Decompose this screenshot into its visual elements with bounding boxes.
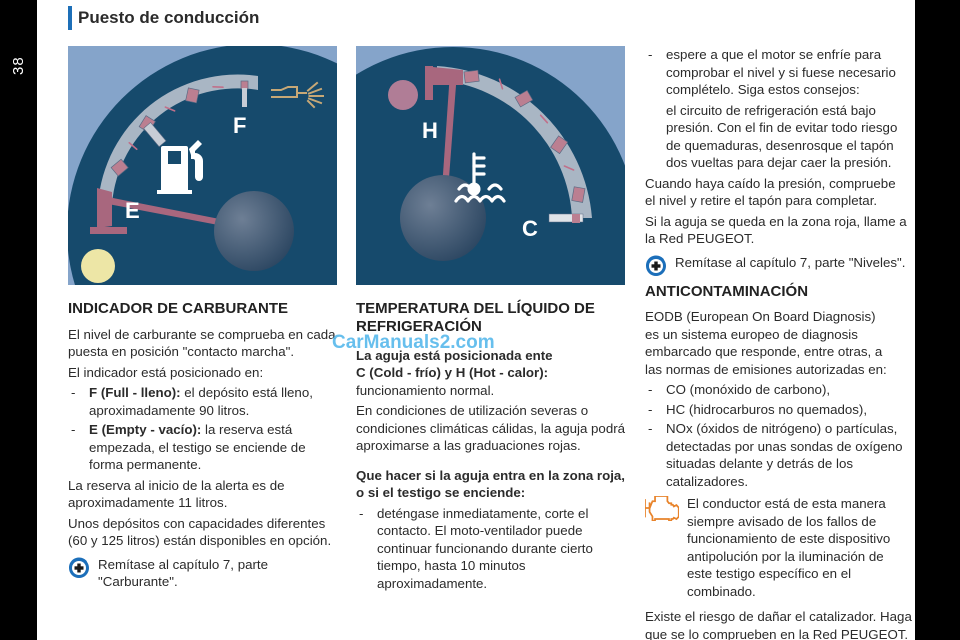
svg-text:C: C xyxy=(522,216,538,241)
svg-text:F: F xyxy=(233,113,246,138)
svg-text:H: H xyxy=(422,118,438,143)
svg-text:E: E xyxy=(125,198,140,223)
